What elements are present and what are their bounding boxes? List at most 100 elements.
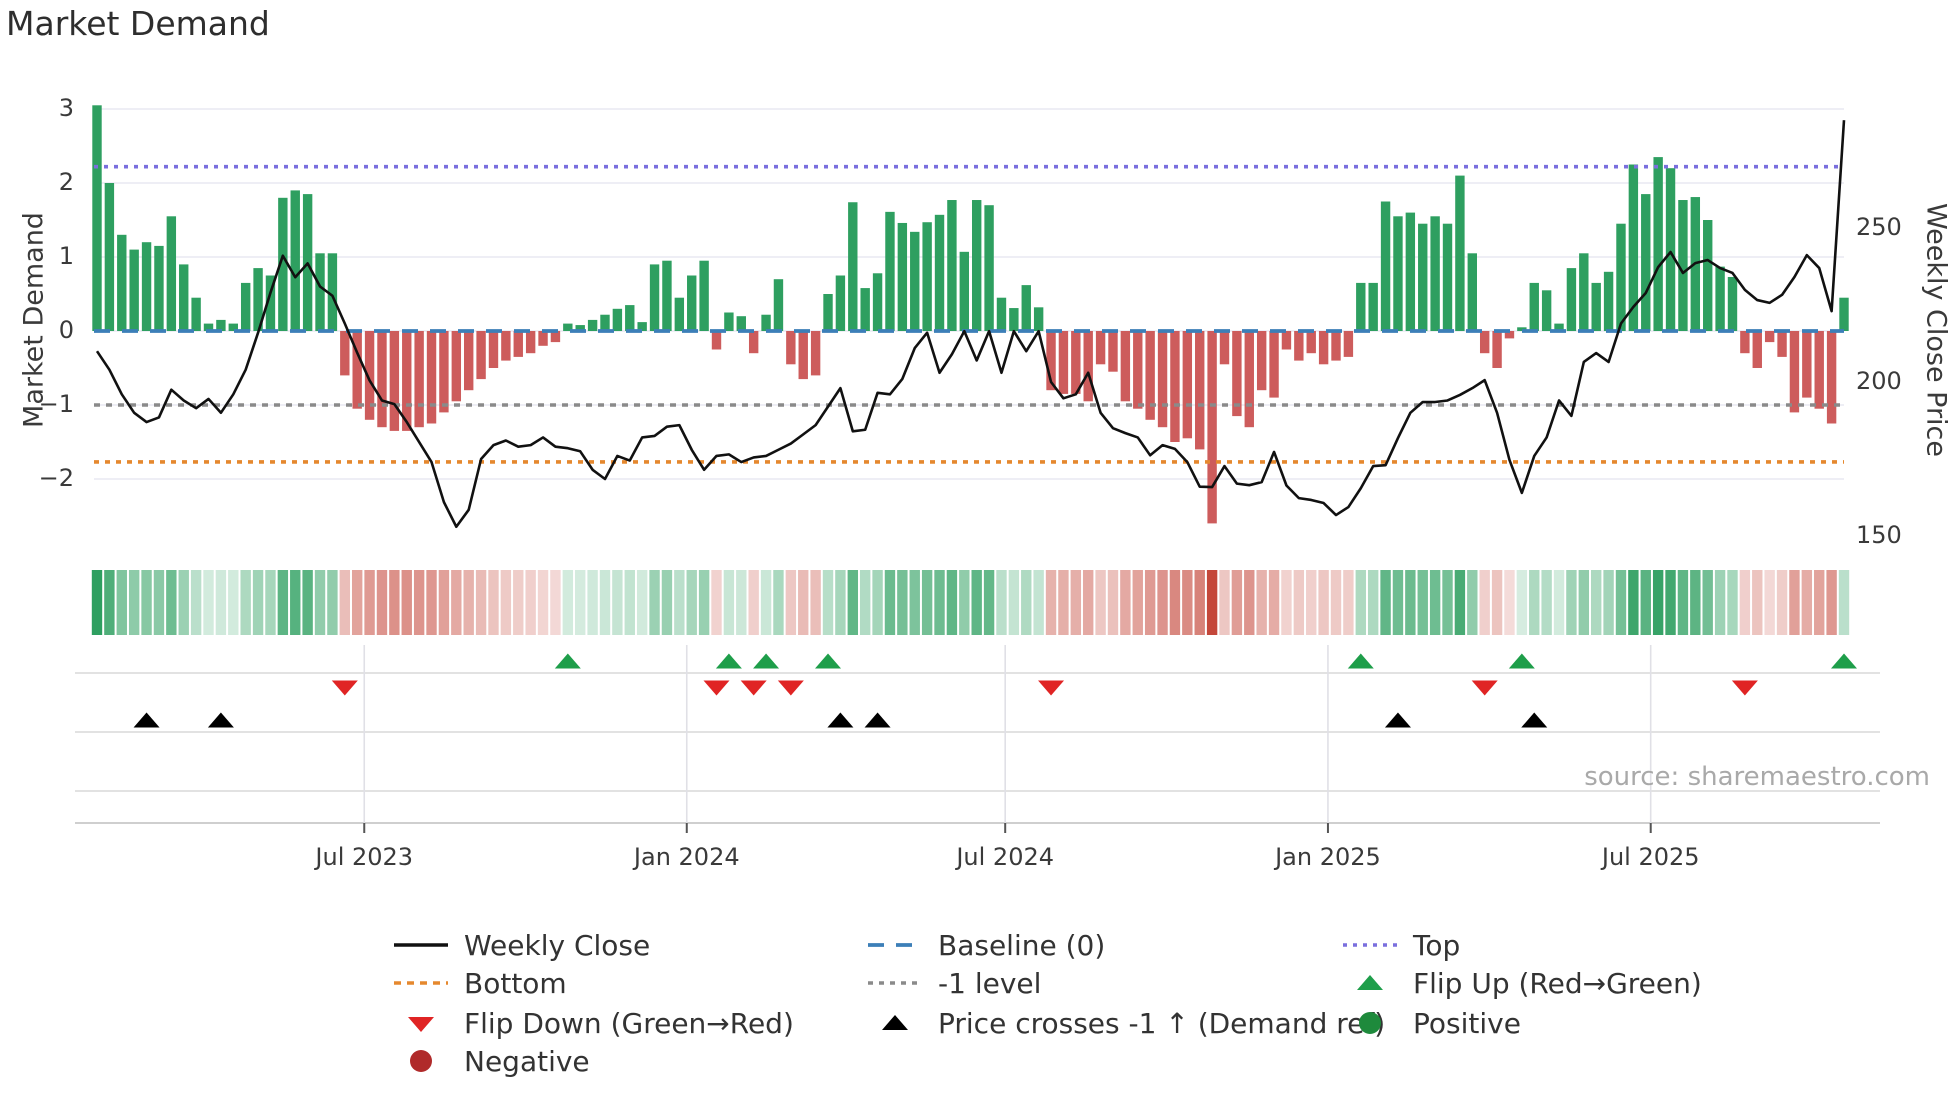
legend: Weekly Close Bottom Flip Down (Green→Red) N… xyxy=(0,920,1960,1090)
demand-bar xyxy=(1418,223,1428,331)
legend-item: Negative xyxy=(392,1044,590,1078)
demand-bar xyxy=(1616,223,1626,331)
heatmap-cell xyxy=(104,570,115,635)
heatmap-cell xyxy=(1144,570,1156,635)
y-left-tick: −2 xyxy=(38,464,74,492)
demand-bar xyxy=(352,331,362,409)
source-credit: source: sharemaestro.com xyxy=(1584,762,1930,792)
demand-bar xyxy=(1492,331,1502,368)
demand-bar xyxy=(92,105,102,331)
demand-bar xyxy=(1331,331,1341,361)
demand-bar xyxy=(451,331,462,402)
heatmap-cell xyxy=(1107,570,1119,635)
heatmap-cell xyxy=(748,570,759,635)
price-cross-marker xyxy=(827,712,854,728)
flip-down-marker xyxy=(1731,680,1758,696)
price-cross-marker xyxy=(207,712,234,728)
demand-bar xyxy=(129,249,139,331)
demand-bar xyxy=(1095,331,1106,365)
heatmap-cell xyxy=(1578,570,1590,635)
tri-up-black-icon xyxy=(866,1008,924,1038)
heatmap-cell xyxy=(203,570,214,635)
heatmap-cell xyxy=(1491,570,1503,635)
heatmap-cell xyxy=(1157,570,1168,635)
demand-bar xyxy=(1517,327,1527,331)
legend-item: Weekly Close xyxy=(392,928,650,962)
x-tick-label: Jul 2025 xyxy=(1601,843,1700,871)
demand-bar xyxy=(1579,253,1589,331)
heatmap-cell xyxy=(946,570,958,635)
price-cross-marker xyxy=(1521,712,1548,728)
heatmap-cell xyxy=(141,570,152,635)
demand-bar xyxy=(674,297,685,331)
demand-bar xyxy=(1455,175,1465,331)
heatmap-cell xyxy=(983,570,995,635)
legend-label: Negative xyxy=(464,1044,590,1078)
demand-bar xyxy=(117,234,127,331)
demand-bar xyxy=(1628,164,1639,331)
heatmap-cell xyxy=(1417,570,1428,635)
heatmap-cell xyxy=(1268,570,1280,635)
legend-label: Weekly Close xyxy=(464,928,651,962)
flip-down-marker xyxy=(703,680,730,696)
y-left-tick: 2 xyxy=(58,168,74,196)
demand-bar xyxy=(612,308,623,331)
demand-bar xyxy=(265,275,276,331)
heatmap-cell xyxy=(1628,570,1639,635)
y-left-tick: 0 xyxy=(58,316,74,344)
flip-up-marker xyxy=(753,653,780,669)
flip-up-marker xyxy=(1831,653,1857,669)
demand-bar xyxy=(1814,331,1824,409)
heatmap-cell xyxy=(1058,570,1069,635)
heatmap-cell xyxy=(959,570,970,635)
heatmap-cell xyxy=(934,570,945,635)
demand-bar xyxy=(1356,282,1366,331)
demand-bar xyxy=(1641,194,1651,331)
heatmap-cell xyxy=(438,570,450,635)
demand-bar xyxy=(426,331,437,424)
demand-bar xyxy=(1566,268,1577,331)
heatmap-cell xyxy=(847,570,858,635)
heatmap-cell xyxy=(364,570,375,635)
heatmap-cell xyxy=(1541,570,1552,635)
price-cross-marker xyxy=(133,712,160,728)
heatmap-cell xyxy=(971,570,982,635)
demand-bar xyxy=(724,312,734,331)
demand-bar xyxy=(278,197,288,331)
heatmap-cell xyxy=(463,570,474,635)
demand-bar xyxy=(1244,331,1254,428)
heatmap-cell xyxy=(872,570,883,635)
heatmap-cell xyxy=(624,570,635,635)
dot-green-icon xyxy=(1341,1008,1399,1038)
heatmap-cell xyxy=(996,570,1007,635)
demand-bar xyxy=(1703,220,1713,331)
demand-bar xyxy=(166,216,177,331)
y-left-tick: −1 xyxy=(38,390,74,418)
demand-bar xyxy=(798,331,808,380)
demand-bar xyxy=(860,288,870,331)
legend-item: Baseline (0) xyxy=(866,928,1105,962)
demand-bar xyxy=(1269,331,1279,398)
heatmap-cell xyxy=(1702,570,1713,635)
demand-bar xyxy=(402,331,412,431)
demand-bar xyxy=(885,211,895,331)
heatmap-cell xyxy=(599,570,611,635)
heatmap-cell xyxy=(1826,570,1837,635)
heatmap-cell xyxy=(1392,570,1404,635)
heatmap-cell xyxy=(314,570,326,635)
demand-bar xyxy=(389,331,400,431)
heatmap-cell xyxy=(1306,570,1317,635)
demand-bar xyxy=(1479,331,1490,354)
heatmap-cell xyxy=(1776,570,1788,635)
heatmap-cell xyxy=(1219,570,1230,635)
demand-bar xyxy=(1207,331,1217,524)
heatmap-cell xyxy=(1206,570,1218,635)
heatmap-cell xyxy=(413,570,425,635)
demand-bar xyxy=(971,200,982,331)
demand-bar xyxy=(377,331,387,428)
demand-bar xyxy=(1232,331,1242,417)
heatmap-cell xyxy=(500,570,512,635)
heatmap-cell xyxy=(810,570,821,635)
heatmap-cell xyxy=(1021,570,1032,635)
